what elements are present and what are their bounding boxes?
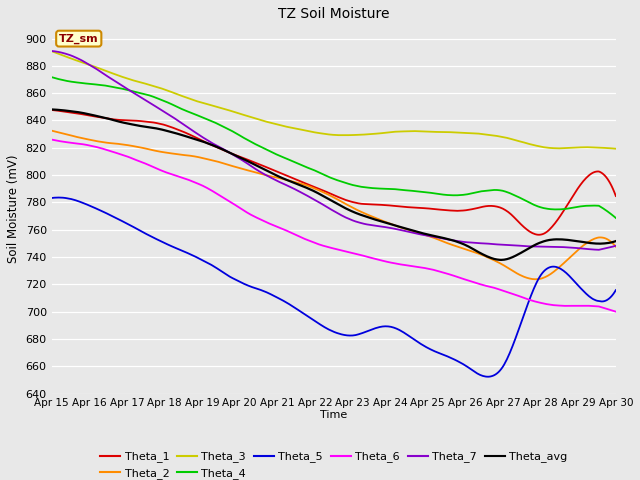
Theta_4 [48,74,56,80]
Theta_1 [232,152,239,158]
Theta_7 [455,239,463,244]
Theta_5 [48,195,56,201]
Theta_2 [271,174,279,180]
Theta_5 [233,277,241,283]
Theta_2 [403,226,410,232]
Theta_5 [484,374,492,380]
Theta_6 [612,309,620,314]
Theta_3 [455,130,463,135]
Theta_1 [48,107,56,113]
Theta_7 [595,247,603,252]
Theta_3 [116,73,124,79]
Theta_avg [403,226,410,232]
Theta_1 [455,208,463,214]
Theta_5 [456,360,464,365]
Theta_5 [117,217,125,223]
Theta_3 [403,129,410,134]
Theta_4 [232,130,239,136]
Theta_2 [116,141,124,147]
Theta_5 [612,287,620,293]
Theta_7 [458,239,465,244]
Theta_avg [458,240,465,246]
Theta_5 [273,294,280,300]
Theta_4 [455,192,463,198]
Theta_1 [536,232,543,238]
Theta_7 [403,228,410,234]
Y-axis label: Soil Moisture (mV): Soil Moisture (mV) [7,155,20,264]
Legend: Theta_1, Theta_2, Theta_3, Theta_4, Theta_5, Theta_6, Theta_7, Theta_avg: Theta_1, Theta_2, Theta_3, Theta_4, Thet… [95,447,572,480]
Theta_5 [404,332,412,338]
Theta_7 [48,48,56,54]
Theta_2 [458,245,465,251]
X-axis label: Time: Time [320,410,348,420]
Theta_5 [55,195,63,201]
Theta_4 [612,215,620,221]
Theta_1 [271,168,279,174]
Theta_2 [48,128,56,133]
Theta_avg [271,172,279,178]
Theta_1 [458,208,465,214]
Theta_1 [612,193,620,199]
Theta_7 [116,81,124,87]
Theta_2 [455,244,463,250]
Theta_avg [612,238,620,244]
Theta_5 [460,361,467,367]
Theta_2 [612,244,620,250]
Theta_6 [232,202,239,208]
Theta_3 [271,121,279,127]
Theta_3 [232,109,239,115]
Theta_6 [48,137,56,143]
Line: Theta_6: Theta_6 [52,140,616,312]
Theta_4 [271,151,279,156]
Line: Theta_avg: Theta_avg [52,109,616,260]
Line: Theta_2: Theta_2 [52,131,616,279]
Line: Theta_5: Theta_5 [52,198,616,377]
Theta_1 [403,204,410,210]
Theta_avg [116,119,124,125]
Theta_7 [232,153,239,159]
Theta_1 [116,117,124,123]
Theta_avg [48,107,56,112]
Theta_6 [403,263,410,268]
Text: TZ_sm: TZ_sm [59,34,99,44]
Theta_6 [116,151,124,157]
Theta_3 [48,48,56,54]
Theta_4 [458,192,465,198]
Theta_2 [232,164,239,170]
Theta_6 [455,275,463,280]
Theta_3 [612,146,620,152]
Theta_avg [232,153,239,158]
Theta_7 [271,177,279,183]
Theta_6 [271,223,279,229]
Line: Theta_4: Theta_4 [52,77,616,218]
Theta_3 [458,130,465,136]
Theta_4 [116,85,124,91]
Line: Theta_7: Theta_7 [52,51,616,250]
Line: Theta_3: Theta_3 [52,51,616,149]
Theta_2 [531,276,539,282]
Title: TZ Soil Moisture: TZ Soil Moisture [278,7,390,21]
Theta_6 [458,276,465,281]
Theta_7 [612,243,620,249]
Theta_avg [455,240,463,245]
Line: Theta_1: Theta_1 [52,110,616,235]
Theta_avg [497,257,505,263]
Theta_4 [403,187,410,193]
